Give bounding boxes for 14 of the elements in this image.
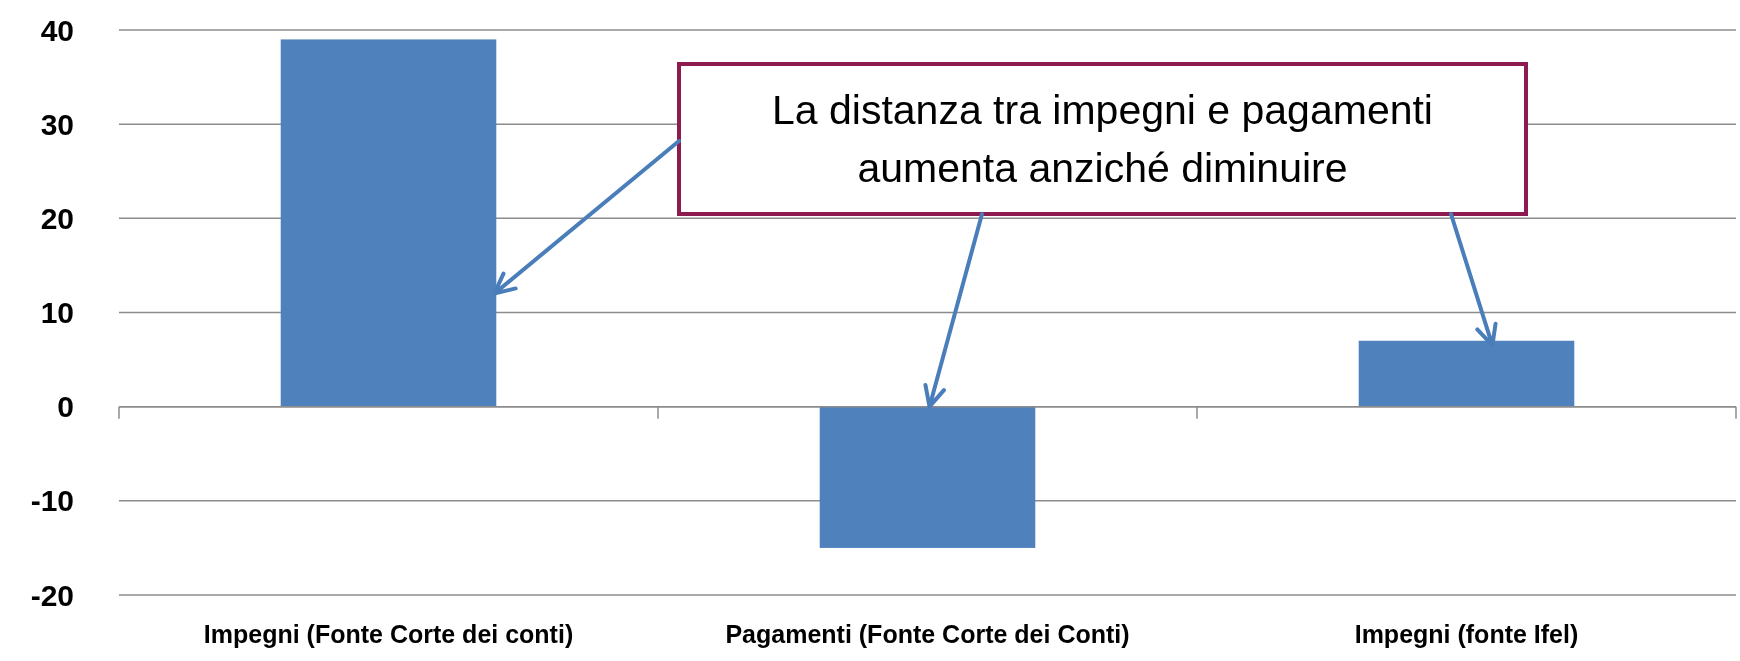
y-tick-label: 10 — [40, 296, 74, 329]
annotation: La distanza tra impegni e pagamenti aumenta anziché diminuire — [771, 86, 1434, 193]
y-tick-label: 40 — [40, 13, 74, 47]
y-tick-label: -20 — [30, 578, 74, 612]
y-tick-label: 0 — [57, 390, 74, 424]
x-tick-label: Impegni (fonte Ifel) — [1354, 620, 1579, 648]
y-tick-label: -10 — [30, 484, 74, 518]
bar — [819, 406, 1036, 548]
y-tick-label: 30 — [40, 107, 74, 141]
x-tick-label: Impegni (Fonte Corte dei conti) — [203, 620, 574, 648]
bar — [1358, 340, 1575, 407]
y-tick-label: 20 — [40, 201, 74, 235]
bar — [280, 39, 497, 407]
x-tick-label: Pagamenti (Fonte Corte dei Conti) — [725, 620, 1130, 648]
